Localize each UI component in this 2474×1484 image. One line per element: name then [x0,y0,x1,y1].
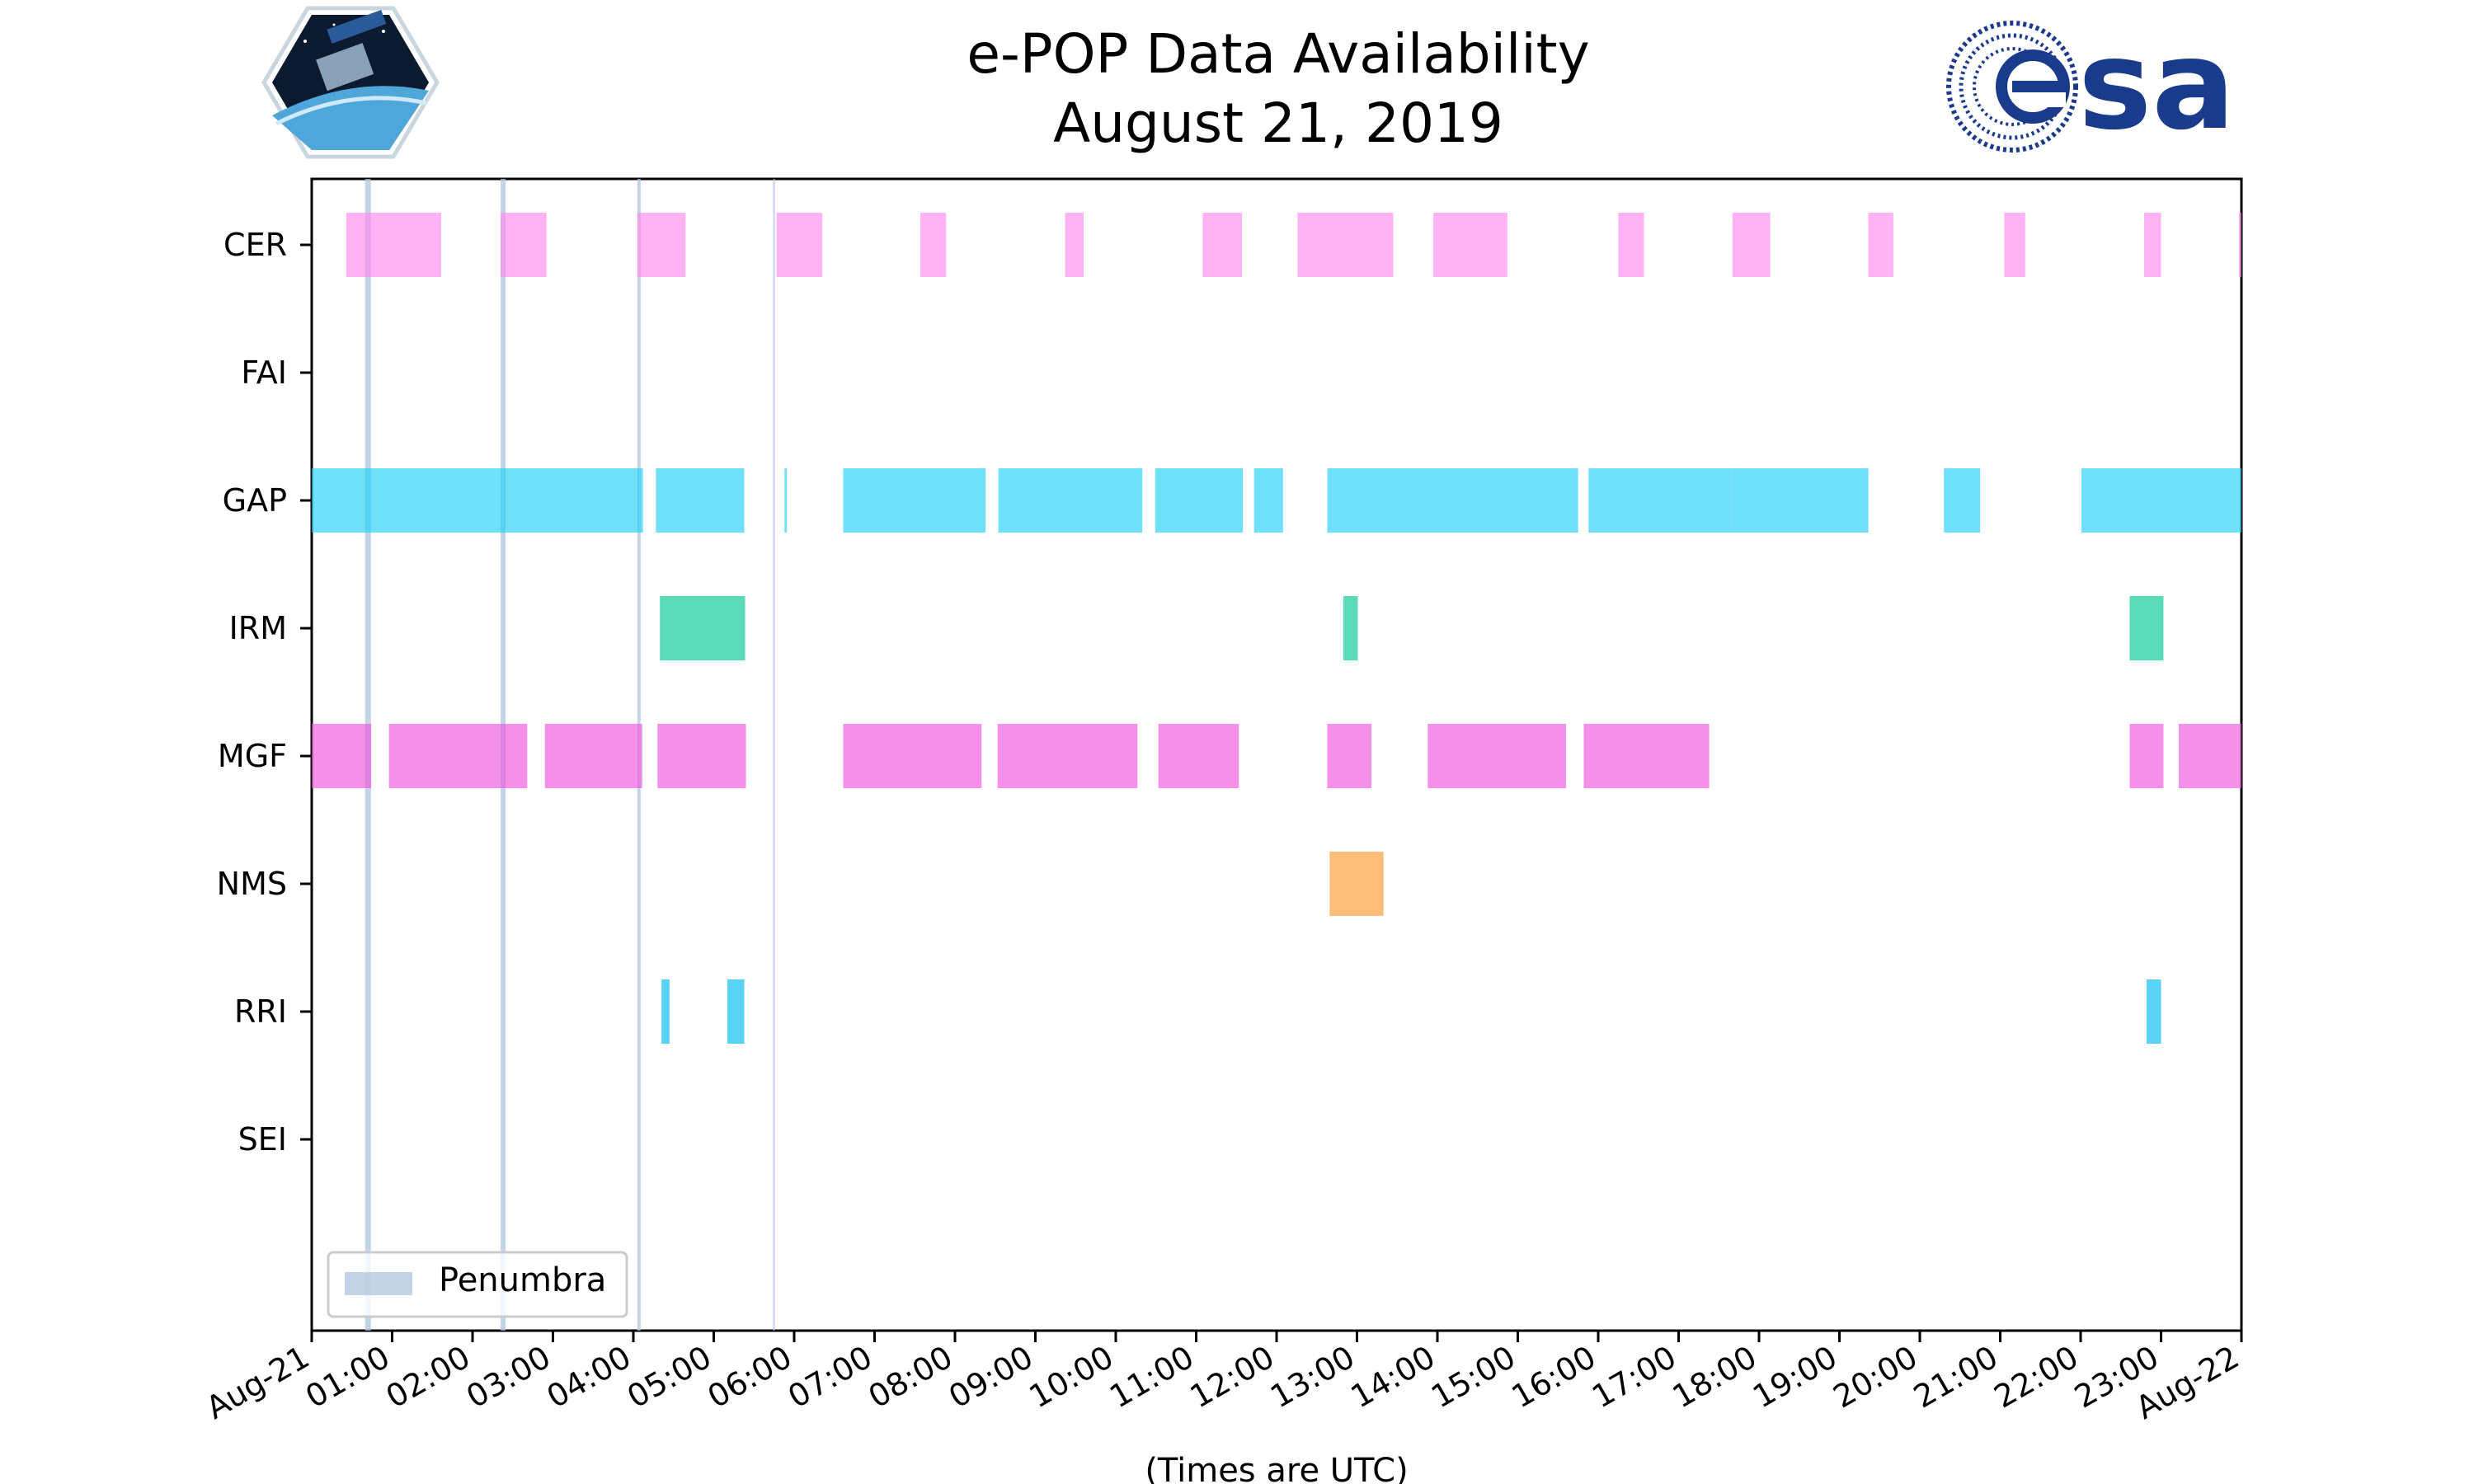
bar-cer [920,213,947,277]
bar-gap [2081,468,2241,533]
legend-label-penumbra: Penumbra [439,1261,606,1299]
x-tick-label: 06:00 [702,1339,798,1416]
x-tick-label: 22:00 [1988,1339,2085,1416]
bar-mgf [388,724,528,788]
x-tick-label: 17:00 [1586,1339,1682,1416]
bar-mgf [1327,724,1372,788]
bar-gap [1253,468,1283,533]
y-tick-label: IRM [229,610,287,646]
bar-mgf [2178,724,2241,788]
y-tick-label: SEI [238,1121,287,1158]
x-tick-label: 12:00 [1184,1339,1281,1416]
x-tick-label: 05:00 [621,1339,717,1416]
legend: Penumbra [327,1251,628,1318]
x-tick-label: 19:00 [1747,1339,1843,1416]
x-tick-label: 07:00 [782,1339,878,1416]
esa-logo: sa [1946,14,2236,157]
y-tick-label: RRI [234,993,287,1030]
bar-rri [727,979,745,1044]
bar-mgf [997,724,1138,788]
x-tick-label: 15:00 [1425,1339,1522,1416]
bar-mgf [2129,724,2164,788]
bar-gap [656,468,745,533]
bar-mgf [1158,724,1239,788]
x-tick-label: 16:00 [1506,1339,1602,1416]
bar-cer [1868,213,1893,277]
x-tick-label: 04:00 [541,1339,637,1416]
bar-irm [660,596,745,660]
bar-cer [346,213,441,277]
bar-cer [501,213,547,277]
chart-title: e-POP Data Availability [967,22,1589,86]
bar-mgf [1427,724,1566,788]
bar-gap [312,468,643,533]
bar-cer [2239,213,2241,277]
bar-cer [2004,213,2025,277]
x-axis: Aug-2101:0002:0003:0004:0005:0006:0007:0… [200,1331,2246,1426]
y-tick-label: GAP [223,482,287,519]
bar-gap [1327,468,1578,533]
chart-subtitle: August 21, 2019 [1053,92,1503,155]
x-tick-label: 14:00 [1345,1339,1442,1416]
legend-frame [327,1251,628,1318]
bar-cer [1433,213,1507,277]
x-tick-label: 13:00 [1264,1339,1361,1416]
y-tick-label: CER [223,227,287,263]
y-tick-label: NMS [217,866,287,902]
x-tick-label: 20:00 [1827,1339,1924,1416]
bar-mgf [544,724,642,788]
bar-cer [776,213,823,277]
x-tick-label: 10:00 [1023,1339,1120,1416]
bar-rri [2146,979,2161,1044]
bar-cer [1618,213,1644,277]
x-tick-label: 03:00 [460,1339,557,1416]
x-tick-label: 11:00 [1103,1339,1200,1416]
bar-mgf [1583,724,1710,788]
x-tick-label: 21:00 [1907,1339,2004,1416]
bars-layer [312,213,2241,1044]
y-axis: CER FAI GAP IRM MGF NMS RRI SEI [217,227,312,1158]
x-tick-label: 01:00 [299,1339,396,1416]
y-tick-label: MGF [218,738,287,774]
bar-cer [1065,213,1084,277]
bar-mgf [657,724,746,788]
bar-cer [1732,213,1771,277]
x-tick-label: 02:00 [380,1339,477,1416]
bar-gap [998,468,1143,533]
bar-irm [2129,596,2164,660]
x-tick-label: 08:00 [863,1339,959,1416]
x-tick-label: Aug-21 [200,1339,315,1426]
bar-gap [784,468,788,533]
bar-cer [1202,213,1243,277]
cassiope-logo [261,6,440,159]
bar-irm [1343,596,1358,660]
bar-cer [637,213,686,277]
bar-nms [1329,852,1384,916]
bar-mgf [312,724,372,788]
svg-text:sa: sa [2078,14,2236,157]
x-tick-label: 18:00 [1667,1339,1763,1416]
bar-gap [1155,468,1244,533]
x-axis-label: (Times are UTC) [1145,1452,1408,1484]
bar-gap [843,468,986,533]
bar-cer [1297,213,1394,277]
bar-gap [1588,468,1733,533]
bar-mgf [843,724,982,788]
bar-gap [1944,468,1981,533]
legend-swatch-penumbra [345,1272,412,1295]
bar-gap [1732,468,1869,533]
bar-rri [661,979,670,1044]
x-tick-label: 09:00 [943,1339,1039,1416]
bar-cer [2144,213,2161,277]
y-tick-label: FAI [241,355,287,391]
